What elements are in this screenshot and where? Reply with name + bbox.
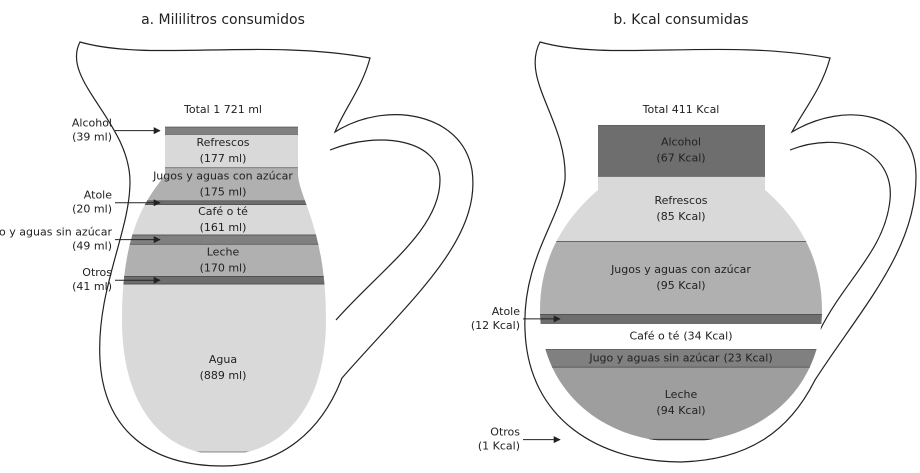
- outside-value: (49 ml): [72, 240, 112, 253]
- outside-value: (1 Kcal): [478, 440, 520, 453]
- page: {"chart_data": [ {"type": "stack", "titl…: [0, 0, 920, 469]
- segment-name: Leche: [665, 388, 698, 401]
- outside-value: (41 ml): [72, 280, 112, 293]
- segment-name: Jugo y aguas sin azúcar: [0, 226, 112, 239]
- segment-name: Jugos y aguas con azúcar: [152, 169, 293, 182]
- value-label: (94 Kcal): [656, 404, 705, 417]
- segment-name: Refrescos: [196, 136, 249, 149]
- value-label: (95 Kcal): [656, 279, 705, 292]
- value-label: (39 ml): [72, 131, 112, 144]
- value-label: (41 ml): [72, 280, 112, 293]
- chart-title: a. Mililitros consumidos: [141, 12, 305, 28]
- value-label: (161 ml): [200, 221, 247, 234]
- segment: [521, 176, 841, 241]
- segment: [521, 241, 841, 314]
- segment: [521, 314, 841, 323]
- outside-label: Jugo y aguas sin azúcar: [0, 226, 112, 239]
- chart-title: b. Kcal consumidas: [613, 12, 748, 28]
- outside-label: Otros: [490, 426, 520, 439]
- segment-name: Café o té: [629, 330, 679, 343]
- value-label: (177 ml): [200, 152, 247, 165]
- outside-label: Otros: [82, 266, 112, 279]
- segment-name: Café o té: [198, 205, 248, 218]
- outside-label: Atole: [492, 305, 520, 318]
- pitcher-handle: [330, 140, 440, 320]
- segment-name: Agua: [209, 353, 237, 366]
- value-label: (85 Kcal): [656, 210, 705, 223]
- segment-name: Refrescos: [654, 194, 707, 207]
- outside-value: (12 Kcal): [471, 319, 520, 332]
- value-label: (49 ml): [72, 240, 112, 253]
- value-label: (175 ml): [200, 185, 247, 198]
- segment: [521, 367, 841, 439]
- segment: [521, 324, 841, 350]
- segment-name: Atole: [492, 305, 520, 318]
- value-label: (889 ml): [200, 369, 247, 382]
- value-label: (1 Kcal): [478, 440, 520, 453]
- segment-name: Jugo y aguas sin azúcar: [588, 351, 720, 364]
- total-label: Total 411 Kcal: [642, 103, 720, 116]
- segment-label: Jugo y aguas sin azúcar (23 Kcal): [588, 351, 772, 364]
- value-label: (170 ml): [200, 261, 247, 274]
- segment-name: Otros: [490, 426, 520, 439]
- value-label: (12 Kcal): [471, 319, 520, 332]
- outside-value: (20 ml): [72, 203, 112, 216]
- segment: [63, 284, 383, 452]
- segment-name: Otros: [82, 266, 112, 279]
- value-label: (20 ml): [72, 203, 112, 216]
- outside-label: Atole: [84, 189, 112, 202]
- segment-name: Atole: [84, 189, 112, 202]
- segment-name: Alcohol: [661, 136, 701, 149]
- segment: [521, 439, 841, 440]
- value-label: (34 Kcal): [683, 330, 732, 343]
- chart: a. Mililitros consumidos Total 1 721 ml Al…: [0, 0, 920, 469]
- outside-label: Alcohol: [72, 117, 112, 130]
- value-label: (23 Kcal): [724, 351, 773, 364]
- segment-name: Leche: [207, 245, 240, 258]
- total-label: Total 1 721 ml: [183, 103, 262, 116]
- value-label: (67 Kcal): [656, 152, 705, 165]
- segment-name: Alcohol: [72, 117, 112, 130]
- segment-name: Jugos y aguas con azúcar: [610, 263, 751, 276]
- outside-value: (39 ml): [72, 131, 112, 144]
- segment: [521, 125, 841, 176]
